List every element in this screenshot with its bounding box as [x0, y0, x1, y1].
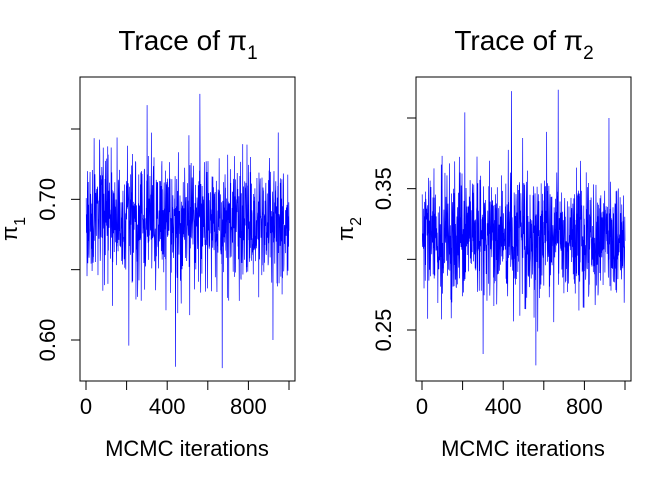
y-axis: 0.25 0.35	[371, 117, 417, 352]
y-tick-label: 0.25	[371, 309, 396, 352]
x-axis-label: MCMC iterations	[105, 436, 269, 461]
plot-area	[85, 93, 290, 369]
y-tick-label: 0.60	[35, 319, 60, 362]
y-tick-label: 0.70	[35, 178, 60, 221]
x-axis: 0 400 800	[80, 380, 290, 419]
chart-title: Trace of π1	[118, 25, 257, 64]
x-tick-label: 0	[416, 394, 428, 419]
chart-title: Trace of π2	[454, 25, 593, 64]
trace-line	[85, 93, 290, 369]
x-axis-label: MCMC iterations	[441, 436, 605, 461]
x-tick-label: 400	[149, 394, 186, 419]
x-axis: 0 400 800	[416, 380, 626, 419]
y-axis-label: π2	[333, 217, 365, 241]
x-tick-label: 800	[230, 394, 267, 419]
y-axis: 0.60 0.70	[35, 128, 81, 362]
x-tick-label: 0	[80, 394, 92, 419]
plot-area	[421, 89, 626, 366]
x-tick-label: 800	[566, 394, 603, 419]
y-tick-label: 0.35	[371, 167, 396, 210]
trace-panel-pi2: Trace of π2 0 400 800 0.25 0.35 MCMC iterat…	[333, 25, 632, 461]
x-tick-label: 400	[485, 394, 522, 419]
y-axis-label: π1	[0, 217, 29, 241]
trace-line	[421, 89, 626, 366]
trace-panel-pi1: Trace of π1 0 400 800 0.60 0.70 MCMC iterat…	[0, 25, 296, 461]
